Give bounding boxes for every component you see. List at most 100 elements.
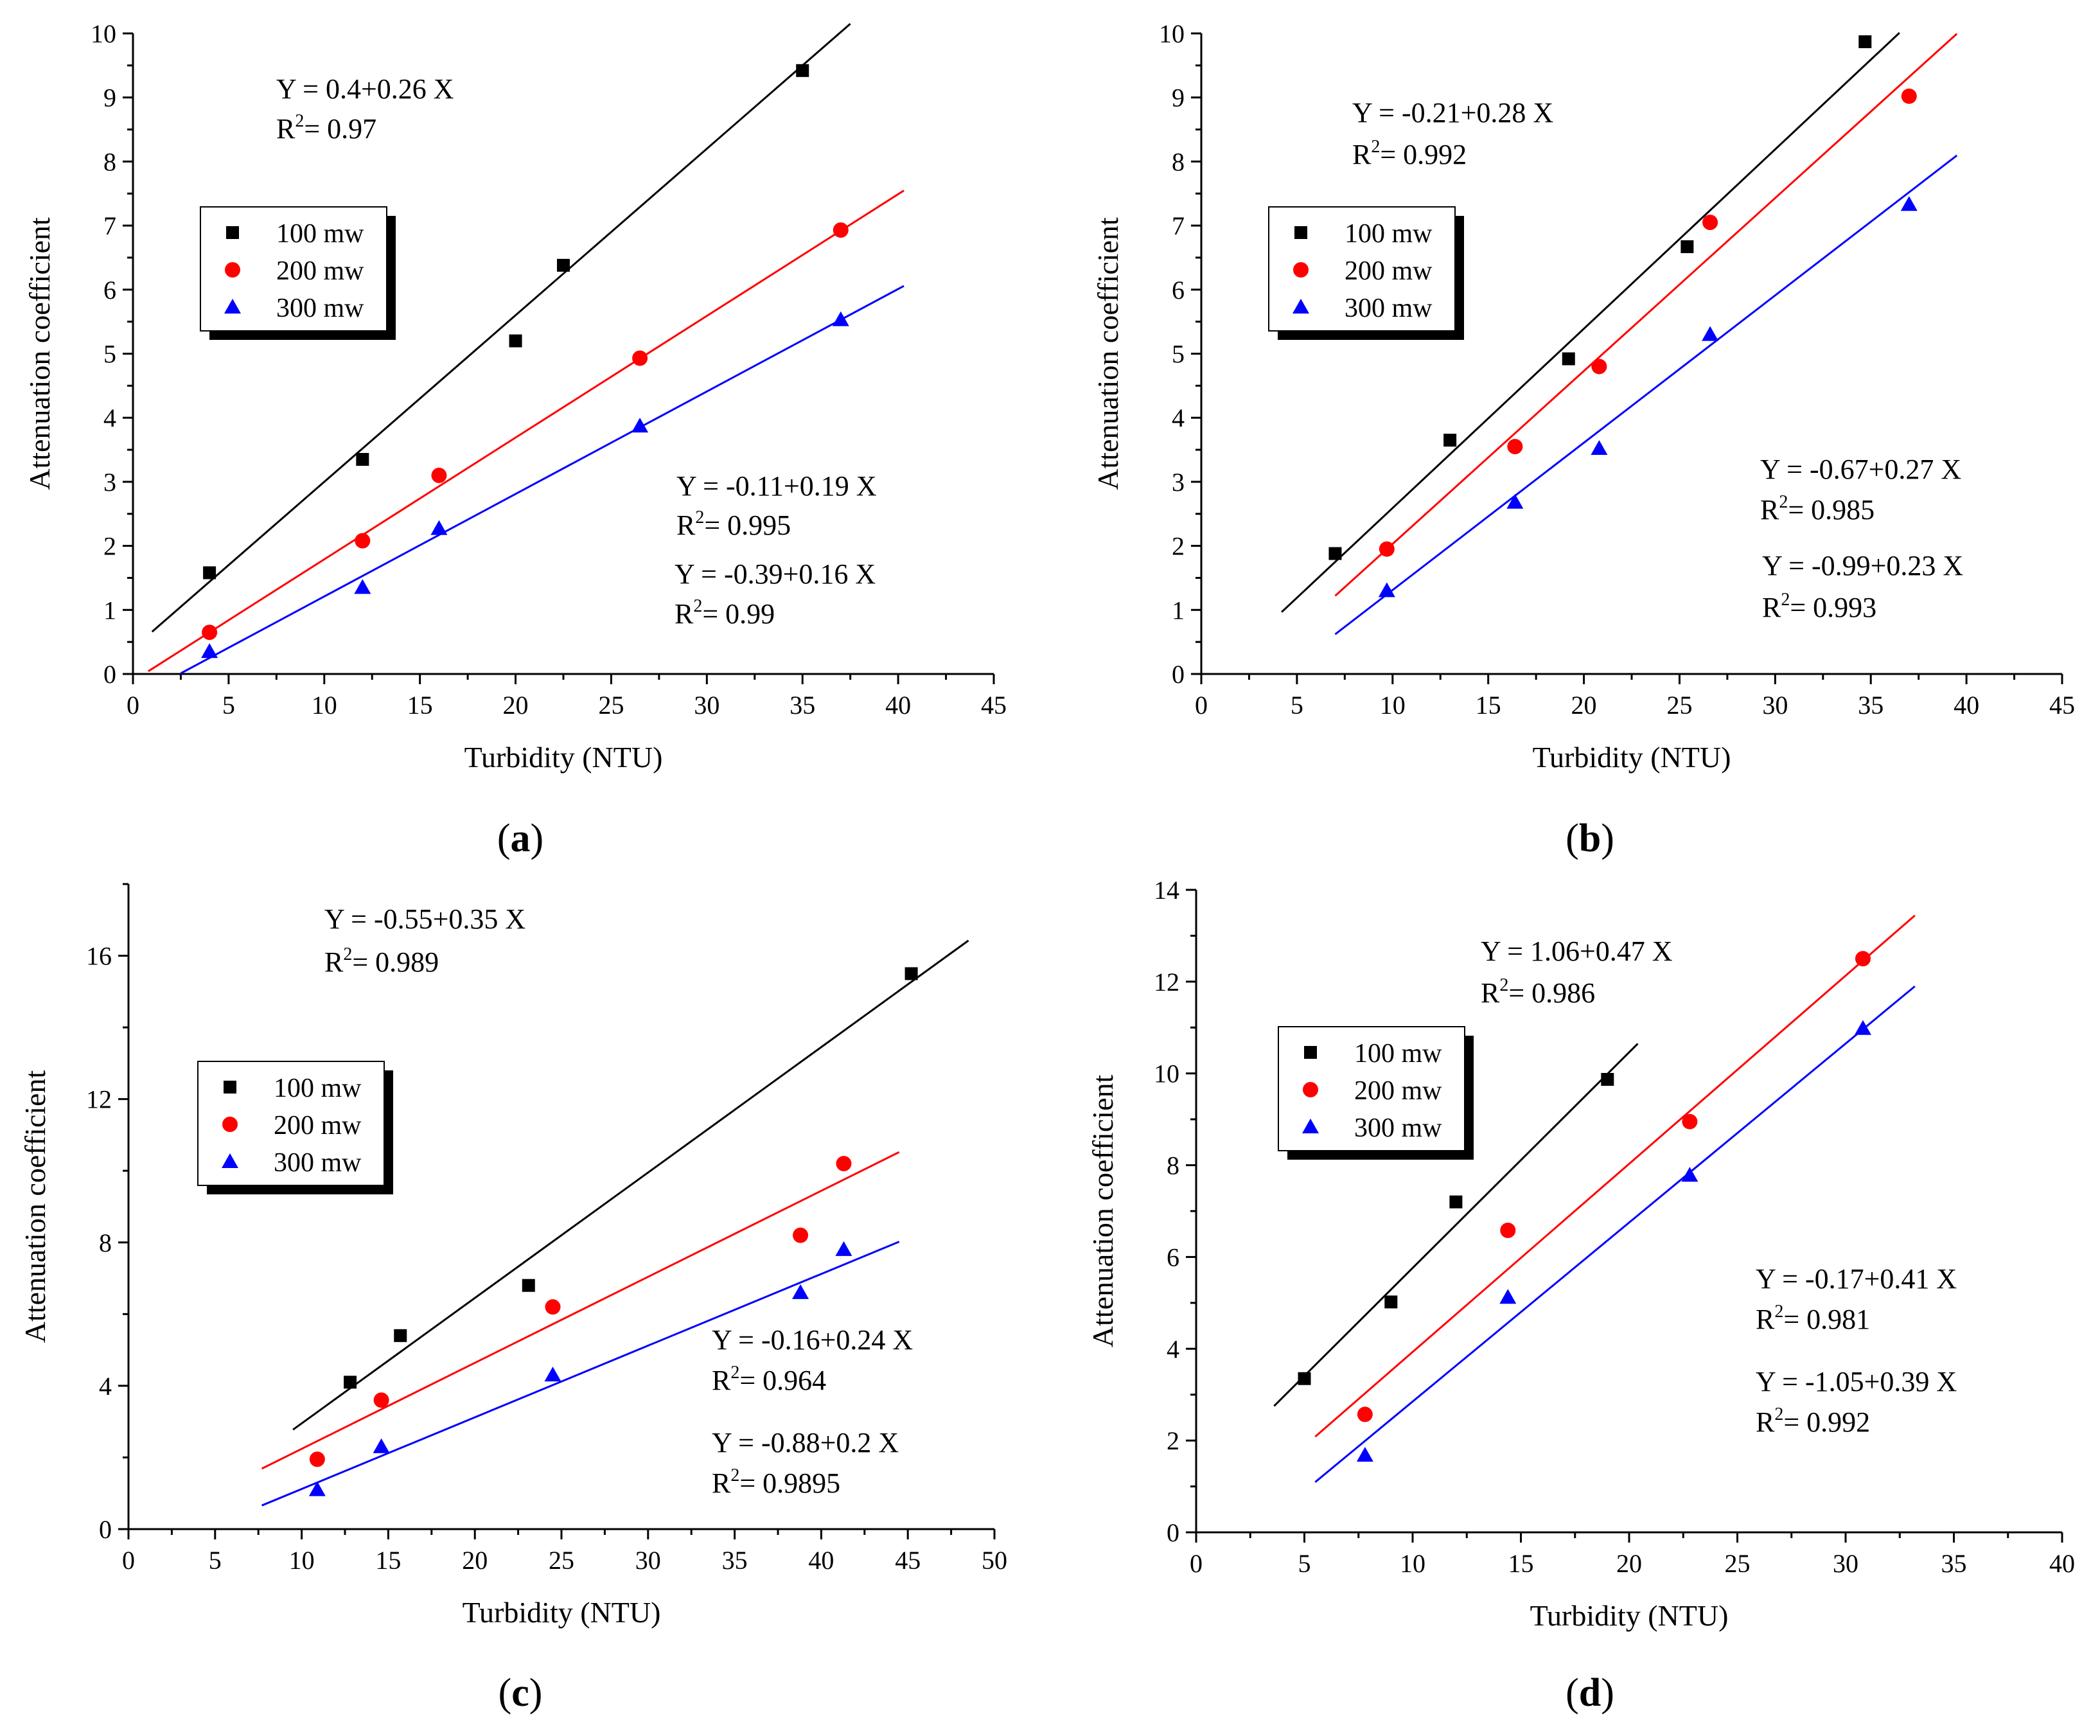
data-point-square <box>1298 1372 1311 1385</box>
legend-label: 100 mw <box>276 219 364 249</box>
r-squared-value: = 0.993 <box>1790 592 1876 623</box>
legend-marker-circle <box>1303 1082 1318 1097</box>
data-point-circle <box>355 533 371 549</box>
fit-equation: Y = -1.05+0.39 X <box>1756 1366 1957 1397</box>
x-axis-title: Turbidity (NTU) <box>463 1596 661 1629</box>
panel-letter: a <box>511 817 531 860</box>
y-tick-label: 5 <box>1172 340 1185 369</box>
chart-panel-c: 0 5 10 15 20 25 30 35 40 45 50 0 4 8 12 16 Turbidity (NT… <box>19 883 1007 1715</box>
legend: 100 mw 200 mw 300 mw <box>1278 1026 1474 1160</box>
fit-line-square <box>1281 31 1900 613</box>
fit-equation: Y = 0.4+0.26 X <box>276 73 454 105</box>
r-squared-value: = 0.99 <box>702 598 775 630</box>
y-tick-label: 2 <box>1167 1426 1179 1455</box>
y-tick-label: 4 <box>1167 1334 1179 1363</box>
legend-marker-triangle <box>222 1153 238 1168</box>
x-tick-label: 25 <box>1666 691 1692 720</box>
legend-label: 100 mw <box>1345 219 1433 249</box>
y-tick-label: 7 <box>1172 211 1185 240</box>
data-point-triangle <box>201 643 218 659</box>
r-squared-value: = 0.995 <box>704 509 791 541</box>
data-point-square <box>522 1279 535 1292</box>
data-point-triangle <box>832 311 849 326</box>
x-tick-label: 5 <box>1291 691 1303 720</box>
data-point-triangle <box>631 418 649 433</box>
y-tick-label: 6 <box>1172 276 1185 305</box>
data-point-square <box>1443 434 1457 447</box>
y-tick-label: 6 <box>103 276 116 305</box>
legend: 100 mw 200 mw 300 mw <box>197 1061 393 1194</box>
legend-label: 300 mw <box>1345 294 1433 323</box>
data-point-square <box>557 258 570 272</box>
x-tick-label: 35 <box>790 691 815 720</box>
r-squared-value: = 0.989 <box>352 946 439 978</box>
x-tick-label: 30 <box>694 691 719 720</box>
x-tick-label: 25 <box>598 691 624 720</box>
y-tick-label: 8 <box>1172 147 1185 176</box>
y-axis-title: Attenuation coefficient <box>1091 217 1124 490</box>
r-squared: R2= 0.992 <box>1756 1404 1870 1438</box>
x-axis-title: Turbidity (NTU) <box>1530 1599 1729 1632</box>
data-point-triangle <box>373 1438 390 1453</box>
y-tick-label: 8 <box>103 147 116 176</box>
legend-label: 300 mw <box>1354 1113 1442 1143</box>
panel-label: (a) <box>497 817 543 860</box>
chart-panel-b: 0 5 10 15 20 25 30 35 40 45012345678910Turbidity … <box>1091 19 2075 860</box>
data-point-square <box>1384 1295 1398 1309</box>
x-tick-label: 35 <box>722 1546 748 1575</box>
x-tick-label: 20 <box>503 691 529 720</box>
data-point-square <box>1449 1195 1463 1209</box>
r-squared-value: = 0.981 <box>1783 1304 1870 1335</box>
data-point-square <box>904 967 918 980</box>
y-tick-label: 10 <box>1154 1059 1179 1088</box>
y-tick-label: 5 <box>103 340 116 369</box>
x-tick-label: 30 <box>635 1546 661 1575</box>
legend-marker-square <box>226 226 239 239</box>
y-tick-label: 12 <box>1154 968 1179 996</box>
data-point-circle <box>793 1227 809 1243</box>
y-tick-label: 8 <box>1167 1151 1179 1180</box>
x-tick-label: 15 <box>407 691 433 720</box>
r-squared-value: = 0.9895 <box>739 1467 840 1499</box>
fit-equation: Y = -0.17+0.41 X <box>1756 1263 1957 1295</box>
fit-equation: Y = 1.06+0.47 X <box>1481 935 1673 967</box>
data-point-circle <box>1682 1113 1698 1129</box>
x-tick-label: 15 <box>375 1546 401 1575</box>
data-point-circle <box>632 350 648 366</box>
r-squared: R2= 0.981 <box>1756 1302 1870 1335</box>
legend-label: 100 mw <box>1354 1039 1442 1068</box>
y-tick-label: 1 <box>103 596 116 624</box>
data-point-circle <box>836 1156 852 1172</box>
chart-panel-d: 0 5 10 15 20 25 30 35 40 0 2 4 6 8 10 12 14 Turbidity (NT… <box>1086 876 2075 1715</box>
legend-label: 200 mw <box>276 256 364 286</box>
x-tick-label: 30 <box>1762 691 1788 720</box>
fit-equation: Y = -0.16+0.24 X <box>712 1324 913 1356</box>
x-tick-label: 45 <box>895 1546 921 1575</box>
x-tick-label: 40 <box>1954 691 1979 720</box>
data-point-circle <box>1591 359 1607 375</box>
fit-equation: Y = -0.11+0.19 X <box>676 470 877 502</box>
legend-label: 300 mw <box>274 1148 362 1178</box>
data-point-square <box>1858 35 1872 48</box>
data-point-circle <box>1500 1223 1516 1238</box>
x-tick-label: 45 <box>2049 691 2075 720</box>
legend-marker-triangle <box>1293 299 1309 314</box>
panel-label: (c) <box>499 1671 543 1715</box>
data-point-square <box>1681 240 1694 254</box>
x-tick-label: 15 <box>1508 1549 1534 1578</box>
y-tick-label: 9 <box>103 84 116 112</box>
data-point-triangle <box>354 579 371 594</box>
y-tick-label: 8 <box>99 1228 112 1257</box>
x-tick-label: 15 <box>1476 691 1501 720</box>
y-tick-label: 12 <box>86 1085 112 1114</box>
legend: 100 mw 200 mw 300 mw <box>200 206 396 340</box>
y-tick-label: 9 <box>1172 84 1185 112</box>
fit-line-circle <box>148 190 904 673</box>
x-tick-label: 0 <box>122 1546 135 1575</box>
legend-marker-triangle <box>224 299 241 314</box>
data-point-square <box>509 334 522 348</box>
fit-line-square <box>151 22 851 633</box>
data-point-triangle <box>1499 1289 1517 1304</box>
data-point-triangle <box>1681 1167 1699 1182</box>
r-squared-value: = 0.986 <box>1508 977 1595 1009</box>
